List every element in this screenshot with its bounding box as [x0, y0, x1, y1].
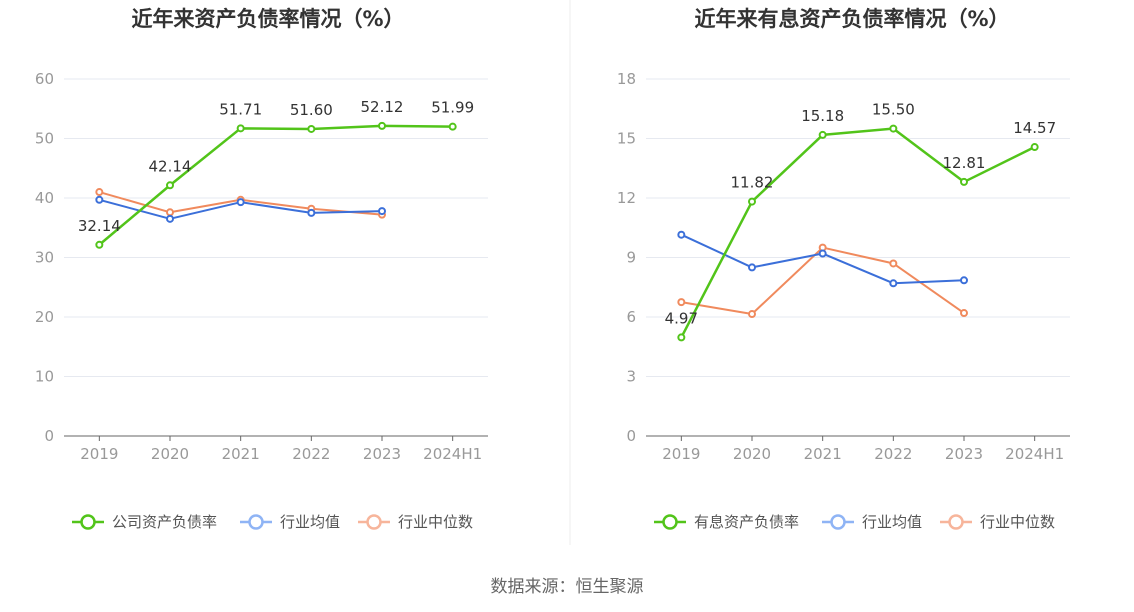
data-point-industry_avg[interactable]: [748, 263, 756, 272]
data-point-industry_avg[interactable]: [818, 249, 827, 258]
data-point-industry_median[interactable]: [748, 310, 756, 319]
y-tick-label: 12: [617, 189, 636, 207]
y-tick-label: 0: [626, 427, 636, 445]
series-line-company: [98, 124, 453, 246]
y-tick-label: 3: [626, 368, 636, 386]
y-tick-label: 9: [626, 249, 636, 267]
x-tick-label: 2023: [945, 445, 983, 463]
legend-marker-icon: [830, 514, 846, 530]
data-point-industry_median[interactable]: [889, 259, 898, 268]
data-point-industry_avg[interactable]: [677, 230, 686, 239]
legend-label: 有息资产负债率: [694, 513, 799, 531]
data-point-company[interactable]: [677, 333, 686, 342]
legend-item-company[interactable]: 公司资产负债率: [72, 513, 217, 531]
legend-label: 行业中位数: [980, 513, 1055, 531]
data-point-company[interactable]: [889, 124, 898, 133]
y-tick-label: 40: [35, 189, 54, 207]
legend-item-industry_median[interactable]: 行业中位数: [358, 513, 473, 531]
data-label: 32.14: [78, 217, 121, 235]
data-label: 51.71: [219, 100, 262, 118]
x-tick-label: 2021: [804, 445, 842, 463]
legend-item-industry_avg[interactable]: 行业均值: [240, 513, 340, 531]
data-point-company[interactable]: [818, 130, 827, 139]
x-tick-label: 2019: [662, 445, 700, 463]
data-point-industry_median[interactable]: [677, 298, 686, 307]
legend-label: 公司资产负债率: [112, 513, 217, 531]
data-label: 15.50: [872, 101, 915, 119]
series-line-company: [680, 127, 1036, 339]
x-tick-label: 2020: [733, 445, 771, 463]
legend-item-industry_median[interactable]: 行业中位数: [940, 513, 1055, 531]
debt-ratio-chart: 近年来资产负债率情况（%） 0 10 20 30 40 50 60 2019 2020 2021 20…: [35, 7, 488, 531]
chart-title: 近年来有息资产负债率情况（%）: [694, 7, 1009, 31]
x-tick-label: 2021: [222, 445, 260, 463]
data-label: 42.14: [149, 157, 192, 175]
data-point-company[interactable]: [166, 181, 174, 190]
data-label: 14.57: [1013, 119, 1056, 137]
data-label: 11.82: [731, 174, 774, 192]
data-point-industry_median[interactable]: [166, 208, 174, 217]
data-point-company[interactable]: [448, 122, 457, 131]
x-tick-label: 2024H1: [423, 445, 482, 463]
data-point-industry_avg[interactable]: [960, 276, 968, 285]
x-tick-label: 2020: [151, 445, 189, 463]
data-point-industry_avg[interactable]: [889, 279, 898, 288]
data-label: 4.97: [665, 309, 698, 327]
y-tick-label: 60: [35, 70, 54, 88]
x-tick-label: 2022: [874, 445, 912, 463]
y-tick-label: 20: [35, 308, 54, 326]
legend-label: 行业中位数: [398, 513, 473, 531]
y-tick-label: 0: [44, 427, 54, 445]
y-tick-label: 18: [617, 70, 636, 88]
data-point-company[interactable]: [748, 197, 756, 206]
interest-bearing-debt-ratio-chart: 近年来有息资产负债率情况（%） 0 3 6 9 12 15 18 2019 2020 2021 202…: [617, 7, 1070, 531]
data-label: 52.12: [361, 98, 404, 116]
legend-marker-icon: [80, 514, 96, 530]
legend-marker-icon: [248, 514, 264, 530]
data-point-company[interactable]: [236, 124, 245, 133]
x-tick-label: 2022: [292, 445, 330, 463]
y-tick-label: 15: [617, 130, 636, 148]
x-tick-label: 2019: [80, 445, 118, 463]
y-tick-label: 10: [35, 368, 54, 386]
x-tick-label: 2023: [363, 445, 401, 463]
data-point-company[interactable]: [307, 124, 316, 133]
y-tick-label: 30: [35, 249, 54, 267]
data-point-industry_median[interactable]: [95, 188, 104, 197]
data-point-company[interactable]: [1030, 143, 1039, 152]
chart-title: 近年来资产负债率情况（%）: [131, 7, 404, 31]
data-label: 51.60: [290, 101, 333, 119]
data-point-industry_avg[interactable]: [307, 208, 316, 217]
legend-label: 行业均值: [862, 513, 922, 531]
legend-label: 行业均值: [280, 513, 340, 531]
data-point-industry_median[interactable]: [960, 309, 968, 318]
y-tick-label: 50: [35, 130, 54, 148]
data-point-company[interactable]: [95, 240, 104, 249]
data-point-industry_avg[interactable]: [166, 214, 174, 223]
legend-marker-icon: [366, 514, 382, 530]
data-point-industry_avg[interactable]: [378, 207, 386, 216]
data-label: 51.99: [431, 99, 474, 117]
series-line-industry_avg: [680, 233, 965, 285]
data-source-note: 数据来源：恒生聚源: [491, 577, 644, 597]
legend-marker-icon: [948, 514, 964, 530]
legend-item-industry_avg[interactable]: 行业均值: [822, 513, 922, 531]
legend-marker-icon: [662, 514, 678, 530]
y-tick-label: 6: [626, 308, 636, 326]
data-point-company[interactable]: [960, 177, 968, 186]
data-point-company[interactable]: [378, 121, 386, 130]
data-point-industry_avg[interactable]: [95, 195, 104, 204]
legend-item-company[interactable]: 有息资产负债率: [654, 513, 799, 531]
data-point-industry_avg[interactable]: [236, 198, 245, 207]
x-tick-label: 2024H1: [1005, 445, 1064, 463]
data-label: 15.18: [801, 107, 844, 125]
data-label: 12.81: [943, 154, 986, 172]
